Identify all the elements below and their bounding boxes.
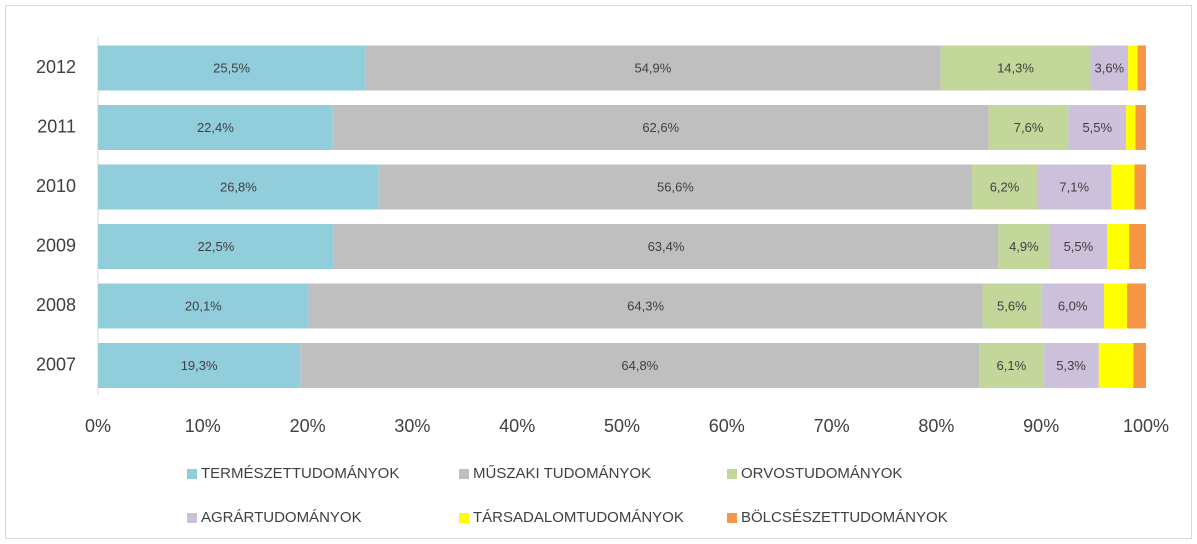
bar-segment (1111, 164, 1135, 210)
x-tick-label: 100% (1123, 416, 1169, 436)
legend-label: TERMÉSZETTUDOMÁNYOK (201, 465, 399, 482)
x-tick-label: 90% (1023, 416, 1059, 436)
data-label: 22,5% (197, 239, 234, 254)
data-label: 5,5% (1082, 120, 1112, 135)
x-tick-label: 70% (814, 416, 850, 436)
bar-segment (1127, 283, 1146, 329)
bar-segment (98, 224, 334, 269)
legend-label: MŰSZAKI TUDOMÁNYOK (473, 465, 651, 482)
bar-segment (1090, 45, 1129, 91)
x-tick-label: 80% (918, 416, 954, 436)
bar-segment (333, 224, 999, 269)
y-tick-label: 2012 (36, 57, 76, 77)
bar-segment (1068, 105, 1127, 150)
bar-segment (1043, 343, 1099, 388)
legend-label: BÖLCSÉSZETTUDOMÁNYOK (741, 508, 948, 526)
bar-segment (332, 105, 989, 150)
data-label: 6,2% (990, 179, 1020, 194)
legend-swatch (187, 513, 197, 523)
bar-segment (98, 283, 309, 329)
data-label: 26,8% (220, 179, 257, 194)
legend-swatch (727, 513, 737, 523)
x-tick-label: 0% (85, 416, 111, 436)
x-tick-label: 20% (290, 416, 326, 436)
data-label: 14,3% (997, 60, 1034, 75)
x-tick-label: 60% (709, 416, 745, 436)
y-tick-label: 2009 (36, 235, 76, 255)
y-tick-label: 2007 (36, 354, 76, 374)
y-tick-label: 2008 (36, 295, 76, 315)
bar-segment (1107, 224, 1130, 269)
bar-segment (1098, 343, 1134, 388)
bar-segment (1134, 164, 1146, 210)
data-label: 7,6% (1014, 120, 1044, 135)
bar-segment (308, 283, 983, 329)
data-label: 5,5% (1064, 239, 1094, 254)
bar-segment (98, 45, 366, 91)
legend-swatch (459, 513, 469, 523)
bar-segment (98, 343, 301, 388)
data-label: 6,0% (1058, 298, 1088, 313)
chart-frame (5, 5, 1192, 539)
bar-segment (988, 105, 1069, 150)
bar-segment (1049, 224, 1108, 269)
bar-segment (1041, 283, 1105, 329)
bar-segment (1037, 164, 1112, 210)
data-label: 3,6% (1094, 60, 1124, 75)
x-tick-label: 30% (394, 416, 430, 436)
data-label: 6,1% (997, 358, 1027, 373)
bar-segment (1128, 45, 1138, 91)
data-label: 5,3% (1056, 358, 1086, 373)
data-label: 62,6% (642, 120, 679, 135)
data-label: 22,4% (197, 120, 234, 135)
data-label: 4,9% (1009, 239, 1039, 254)
x-tick-label: 50% (604, 416, 640, 436)
data-label: 64,3% (627, 298, 664, 313)
bar-segment (1126, 105, 1136, 150)
legend-swatch (187, 469, 197, 479)
y-tick-label: 2011 (37, 116, 76, 136)
bar-segment (378, 164, 973, 210)
data-label: 7,1% (1059, 179, 1089, 194)
data-label: 56,6% (657, 179, 694, 194)
bar-segment (998, 224, 1050, 269)
data-label: 54,9% (634, 60, 671, 75)
data-label: 63,4% (648, 239, 685, 254)
bar-segment (1133, 343, 1146, 388)
legend-swatch (459, 469, 469, 479)
bar-segment (300, 343, 980, 388)
data-label: 19,3% (181, 358, 218, 373)
data-label: 20,1% (185, 298, 222, 313)
bar-segment (98, 164, 379, 210)
legend-label: ORVOSTUDOMÁNYOK (741, 465, 902, 482)
bar-segment (98, 105, 333, 150)
data-label: 5,6% (997, 298, 1027, 313)
legend-label: AGRÁRTUDOMÁNYOK (201, 509, 362, 526)
bar-segment (972, 164, 1038, 210)
bar-segment (1104, 283, 1128, 329)
y-tick-label: 2010 (36, 176, 76, 196)
legend-swatch (727, 469, 737, 479)
x-tick-label: 10% (185, 416, 221, 436)
bar-segment (979, 343, 1044, 388)
bar-segment (982, 283, 1042, 329)
bar-segment (1129, 224, 1146, 269)
legend-label: TÁRSADALOMTUDOMÁNYOK (473, 509, 684, 526)
x-tick-label: 40% (499, 416, 535, 436)
bar-segment (940, 45, 1091, 91)
bar-segment (1137, 45, 1146, 91)
data-label: 25,5% (213, 60, 250, 75)
data-label: 64,8% (621, 358, 658, 373)
bar-segment (365, 45, 941, 91)
bar-segment (1135, 105, 1146, 150)
